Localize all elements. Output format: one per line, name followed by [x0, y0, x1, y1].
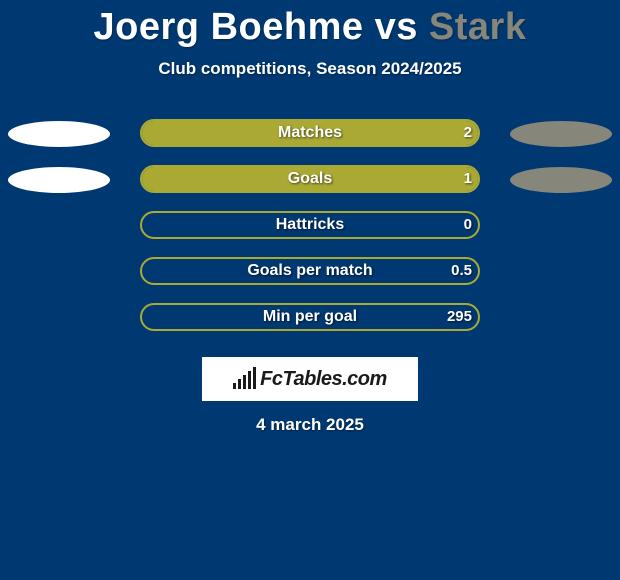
player2-name: Stark [429, 6, 527, 48]
comparison-card: Joerg Boehme vs Stark Club competitions,… [0, 0, 620, 580]
player1-marker [8, 121, 110, 147]
player2-marker [510, 121, 612, 147]
stat-bar [140, 303, 480, 331]
stat-row: Goals1 [0, 161, 620, 207]
stat-row: Hattricks0 [0, 207, 620, 253]
fctables-logo[interactable]: FcTables.com [202, 357, 418, 401]
stat-row: Matches2 [0, 115, 620, 161]
title-vs: vs [375, 6, 418, 48]
stat-row: Goals per match0.5 [0, 253, 620, 299]
player1-name: Joerg Boehme [94, 6, 364, 48]
stat-bar [140, 257, 480, 285]
comparison-chart: Matches2Goals1Hattricks0Goals per match0… [0, 115, 620, 345]
page-title: Joerg Boehme vs Stark [0, 0, 620, 49]
stat-bar [140, 119, 480, 147]
player2-marker [510, 167, 612, 193]
logo-bars-icon [233, 369, 256, 389]
stat-bar [140, 165, 480, 193]
player2-fill [142, 121, 478, 145]
player1-marker [8, 167, 110, 193]
stat-row: Min per goal295 [0, 299, 620, 345]
subtitle: Club competitions, Season 2024/2025 [0, 59, 620, 79]
date-label: 4 march 2025 [0, 415, 620, 435]
logo-text: FcTables.com [260, 368, 387, 391]
player2-fill [142, 167, 478, 191]
stat-bar [140, 211, 480, 239]
